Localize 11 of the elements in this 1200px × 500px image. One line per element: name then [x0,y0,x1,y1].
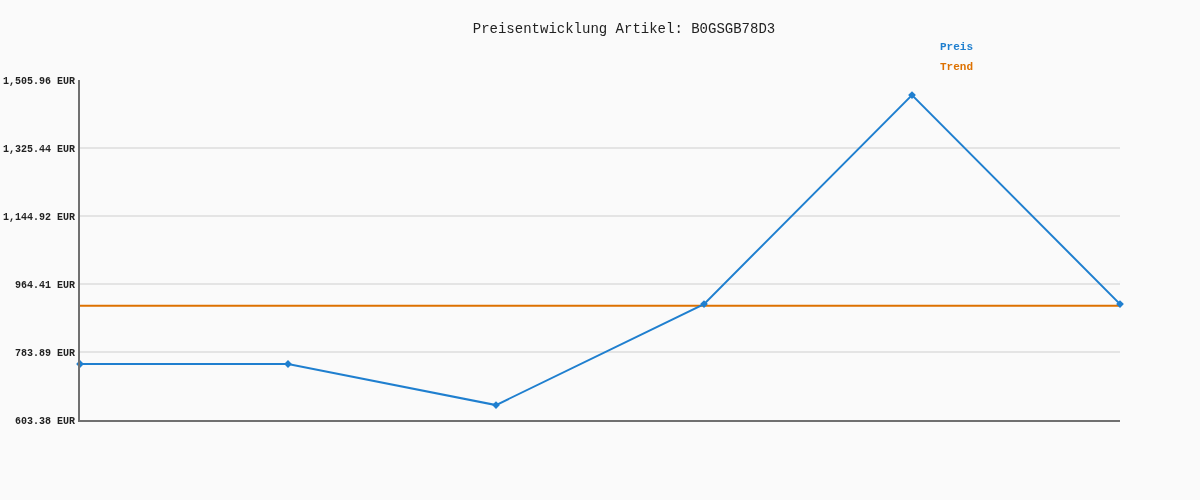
y-tick-label: 1,325.44 EUR [2,143,75,155]
chart-title: Preisentwicklung Artikel: B0GSGB78D3 [472,20,776,37]
y-tick-label: 783.89 EUR [14,347,75,359]
point [1116,300,1124,309]
y-tick-label: 964.41 EUR [14,279,75,291]
point [700,300,708,309]
y-tick-label: 1,144.92 EUR [2,211,75,223]
text: Preis [940,41,974,53]
y-tick-label: 603.38 EUR [14,415,75,427]
text: Trend [940,61,974,73]
y-tick-label: 1,505.96 EUR [2,75,75,87]
